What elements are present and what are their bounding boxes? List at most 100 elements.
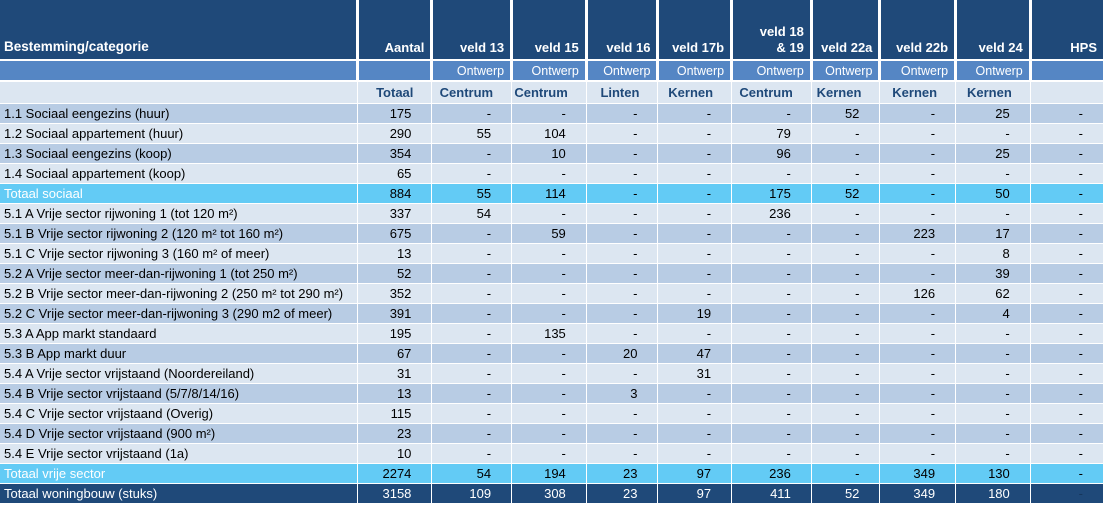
column-header-veld22b[interactable]: veld 22b xyxy=(879,0,958,61)
value-cell[interactable]: - xyxy=(731,383,812,404)
value-cell[interactable]: - xyxy=(586,363,659,384)
value-cell[interactable]: 10 xyxy=(357,443,433,464)
value-cell[interactable]: - xyxy=(1030,443,1103,464)
value-cell[interactable]: - xyxy=(811,203,881,224)
value-cell[interactable]: - xyxy=(1030,303,1103,324)
column-header-veld13[interactable]: veld 13 xyxy=(431,0,514,61)
row-label-cell[interactable]: 1.1 Sociaal eengezins (huur) xyxy=(0,103,358,124)
value-cell[interactable]: - xyxy=(1030,263,1103,284)
value-cell[interactable]: 52 xyxy=(357,263,433,284)
value-cell[interactable]: - xyxy=(586,403,659,424)
value-cell[interactable]: - xyxy=(511,363,587,384)
subheader-cell[interactable]: Ontwerp xyxy=(431,60,514,82)
value-cell[interactable]: - xyxy=(879,263,957,284)
value-cell[interactable]: - xyxy=(731,343,812,364)
value-cell[interactable]: - xyxy=(811,423,881,444)
value-cell[interactable]: 114 xyxy=(511,183,587,204)
value-cell[interactable]: - xyxy=(731,103,812,124)
value-cell[interactable]: - xyxy=(431,303,513,324)
row-label-cell[interactable]: 1.2 Sociaal appartement (huur) xyxy=(0,123,358,144)
value-cell[interactable]: - xyxy=(811,283,881,304)
value-cell[interactable]: - xyxy=(731,423,812,444)
value-cell[interactable]: 97 xyxy=(657,463,733,484)
value-cell[interactable]: 352 xyxy=(357,283,433,304)
value-cell[interactable]: 54 xyxy=(431,463,513,484)
value-cell[interactable]: - xyxy=(879,423,957,444)
row-label-cell[interactable]: Totaal sociaal xyxy=(0,183,358,204)
value-cell[interactable]: 175 xyxy=(357,103,433,124)
value-cell[interactable]: - xyxy=(731,283,812,304)
value-cell[interactable]: - xyxy=(879,203,957,224)
value-cell[interactable]: - xyxy=(811,463,881,484)
column-header-hps[interactable]: HPS xyxy=(1030,0,1103,61)
subheader-cell[interactable]: Ontwerp xyxy=(586,60,660,82)
area-header-cell[interactable] xyxy=(1030,81,1103,104)
value-cell[interactable]: 25 xyxy=(955,103,1031,124)
subheader-cell[interactable]: Ontwerp xyxy=(811,60,882,82)
value-cell[interactable]: - xyxy=(511,303,587,324)
value-cell[interactable]: 50 xyxy=(955,183,1031,204)
column-header-veld17b[interactable]: veld 17b xyxy=(657,0,734,61)
value-cell[interactable]: - xyxy=(955,343,1031,364)
row-label-cell[interactable]: Totaal woningbouw (stuks) xyxy=(0,483,358,504)
value-cell[interactable]: 2274 xyxy=(357,463,433,484)
value-cell[interactable]: - xyxy=(586,223,659,244)
value-cell[interactable]: - xyxy=(955,203,1031,224)
value-cell[interactable]: - xyxy=(586,283,659,304)
row-label-cell[interactable]: 5.4 B Vrije sector vrijstaand (5/7/8/14/… xyxy=(0,383,358,404)
value-cell[interactable]: - xyxy=(1030,363,1103,384)
value-cell[interactable]: 223 xyxy=(879,223,957,244)
area-header-blank[interactable] xyxy=(0,81,358,104)
value-cell[interactable]: - xyxy=(431,143,513,164)
area-header-cell[interactable]: Kernen xyxy=(955,81,1031,104)
area-header-cell[interactable]: Centrum xyxy=(731,81,812,104)
value-cell[interactable]: 39 xyxy=(955,263,1031,284)
value-cell[interactable]: - xyxy=(879,163,957,184)
value-cell[interactable]: - xyxy=(657,403,733,424)
value-cell[interactable]: - xyxy=(511,383,587,404)
value-cell[interactable]: - xyxy=(511,203,587,224)
value-cell[interactable]: 115 xyxy=(357,403,433,424)
value-cell[interactable]: - xyxy=(431,263,513,284)
value-cell[interactable]: - xyxy=(731,443,812,464)
value-cell[interactable]: - xyxy=(586,123,659,144)
value-cell[interactable]: - xyxy=(657,283,733,304)
value-cell[interactable]: - xyxy=(879,323,957,344)
value-cell[interactable]: 23 xyxy=(586,483,659,504)
value-cell[interactable]: - xyxy=(657,323,733,344)
value-cell[interactable]: 290 xyxy=(357,123,433,144)
value-cell[interactable]: 675 xyxy=(357,223,433,244)
value-cell[interactable]: - xyxy=(431,383,513,404)
value-cell[interactable]: - xyxy=(586,143,659,164)
value-cell[interactable]: - xyxy=(511,443,587,464)
row-label-cell[interactable]: Totaal vrije sector xyxy=(0,463,358,484)
value-cell[interactable]: - xyxy=(657,423,733,444)
column-header-veld18-19[interactable]: veld 18 & 19 xyxy=(731,0,813,61)
subheader-cell[interactable]: Ontwerp xyxy=(955,60,1032,82)
value-cell[interactable]: 391 xyxy=(357,303,433,324)
value-cell[interactable]: - xyxy=(657,383,733,404)
value-cell[interactable]: - xyxy=(586,163,659,184)
value-cell[interactable]: - xyxy=(511,163,587,184)
value-cell[interactable]: - xyxy=(811,403,881,424)
value-cell[interactable]: 25 xyxy=(955,143,1031,164)
value-cell[interactable]: - xyxy=(657,183,733,204)
value-cell[interactable]: - xyxy=(811,123,881,144)
value-cell[interactable]: - xyxy=(955,443,1031,464)
value-cell[interactable]: 349 xyxy=(879,483,957,504)
value-cell[interactable]: - xyxy=(1030,143,1103,164)
value-cell[interactable]: 55 xyxy=(431,183,513,204)
subheader-cell[interactable] xyxy=(357,60,434,82)
value-cell[interactable]: 97 xyxy=(657,483,733,504)
value-cell[interactable]: - xyxy=(431,423,513,444)
value-cell[interactable]: - xyxy=(879,403,957,424)
value-cell[interactable]: - xyxy=(955,123,1031,144)
area-header-cell[interactable]: Centrum xyxy=(511,81,587,104)
column-header-category[interactable]: Bestemming/categorie xyxy=(0,0,359,61)
value-cell[interactable]: - xyxy=(586,423,659,444)
value-cell[interactable]: 236 xyxy=(731,203,812,224)
value-cell[interactable]: - xyxy=(431,243,513,264)
value-cell[interactable]: 31 xyxy=(657,363,733,384)
column-header-veld24[interactable]: veld 24 xyxy=(955,0,1032,61)
value-cell[interactable]: - xyxy=(811,263,881,284)
